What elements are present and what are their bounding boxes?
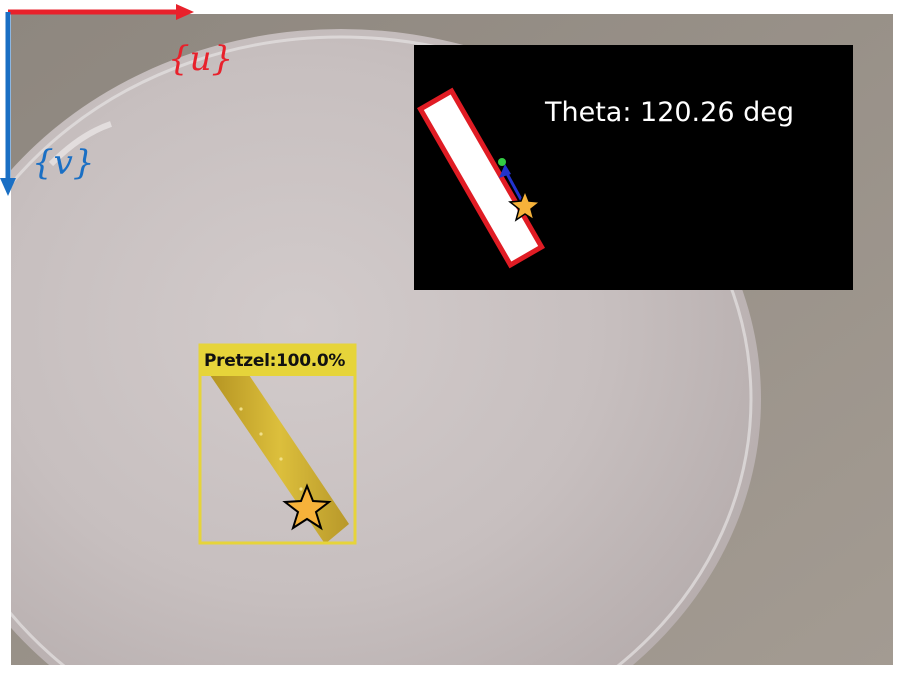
inset-star-icon [508, 188, 542, 222]
v-axis-arrow [0, 12, 16, 196]
pretzel-stick [210, 366, 349, 544]
detection-label: Pretzel:100.0% [204, 351, 346, 371]
plate-rim-highlight [11, 35, 753, 665]
scene-drawing [11, 14, 893, 665]
inset-stick-outline [416, 87, 546, 269]
u-axis-label: {u} [168, 39, 234, 79]
v-axis-label: {v} [32, 143, 95, 183]
detection-label-bg [200, 345, 355, 376]
u-axis-arrow [8, 4, 194, 20]
star-icon [282, 483, 332, 531]
theta-readout: Theta: 120.26 deg [545, 97, 794, 128]
camera-frame [11, 14, 893, 665]
plate-glare [48, 121, 112, 167]
